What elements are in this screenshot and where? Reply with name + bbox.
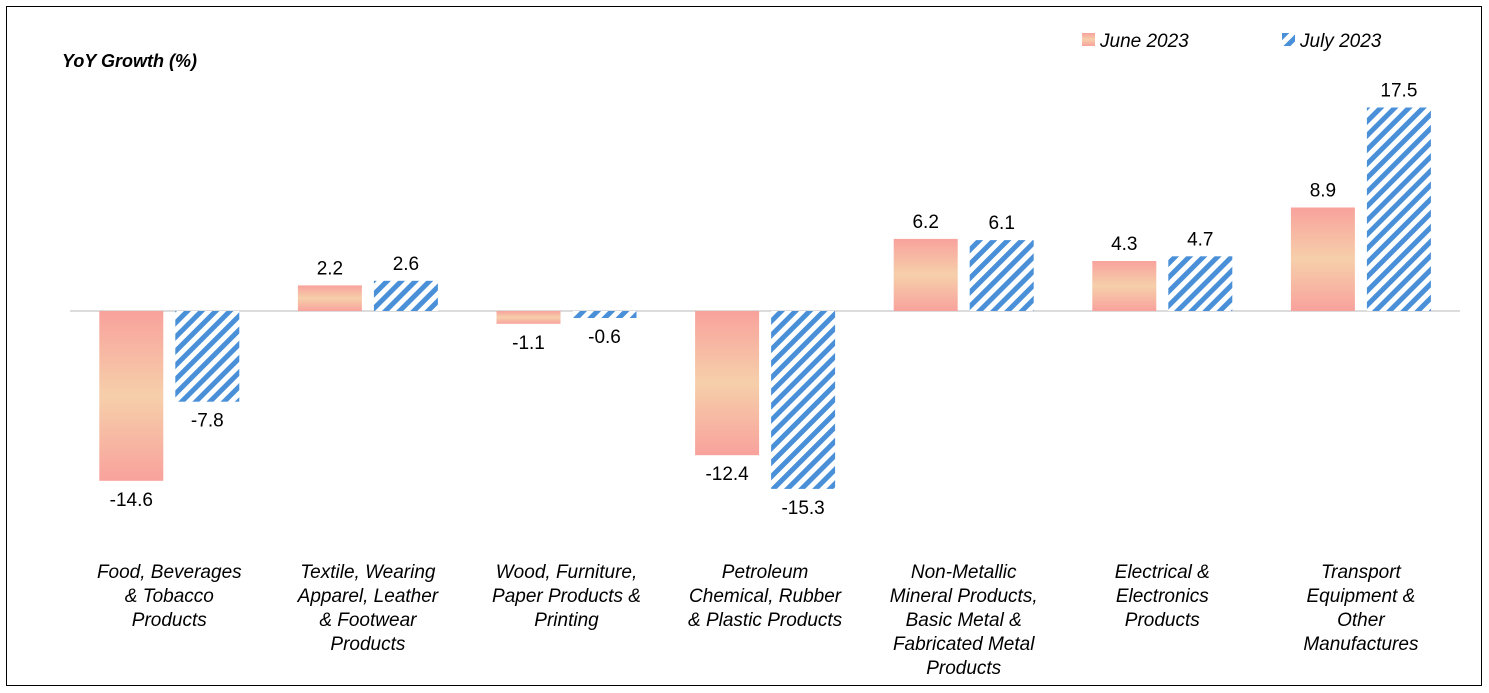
category-label-1-line-0: Textile, Wearing — [300, 562, 436, 583]
value-label-july-5: 4.7 — [1187, 229, 1213, 250]
category-label-4-line-4: Products — [926, 658, 1001, 679]
bar-june-3 — [695, 311, 760, 456]
bar-june-2 — [496, 311, 561, 324]
category-label-5-line-1: Electronics — [1116, 586, 1209, 607]
category-label-3-line-2: & Plastic Products — [688, 610, 843, 631]
category-label-3-line-1: Chemical, Rubber — [689, 586, 842, 607]
category-label-2-line-1: Paper Products & — [492, 586, 641, 607]
legend-swatch-june — [1082, 33, 1095, 46]
value-label-june-1: 2.2 — [317, 258, 343, 279]
category-label-3-line-0: Petroleum — [722, 562, 809, 583]
bar-july-2 — [572, 311, 637, 318]
category-label-4-line-3: Fabricated Metal — [893, 634, 1035, 655]
value-label-june-2: -1.1 — [512, 333, 545, 354]
bars-group — [99, 107, 1431, 489]
bar-july-0 — [175, 311, 240, 402]
category-label-1-line-1: Apparel, Leather — [297, 586, 439, 607]
value-label-june-6: 8.9 — [1310, 181, 1336, 202]
value-labels-group: -14.6 -7.8 2.2 2.6 -1.1 -0.6 -12.4 -15.3 6.2 6.1 4… — [110, 81, 1418, 519]
category-label-0-line-1: & Tobacco — [125, 586, 214, 607]
category-label-5-line-0: Electrical & — [1115, 562, 1210, 583]
category-label-4-line-0: Non-Metallic — [911, 562, 1017, 583]
bar-june-0 — [99, 311, 164, 481]
category-label-6-line-0: Transport — [1321, 562, 1402, 583]
bar-june-1 — [297, 285, 362, 311]
category-label-6-line-1: Equipment & — [1307, 586, 1416, 607]
category-labels-group: Food, Beverages & Tobacco Products Textile,… — [97, 562, 1419, 679]
value-label-july-0: -7.8 — [191, 411, 224, 432]
value-label-july-3: -15.3 — [781, 498, 824, 519]
bar-july-1 — [373, 280, 438, 311]
bar-july-6 — [1366, 107, 1431, 311]
category-label-0-line-0: Food, Beverages — [97, 562, 242, 583]
category-label-4-line-2: Basic Metal & — [906, 610, 1022, 631]
y-axis-label: YoY Growth (%) — [62, 51, 197, 71]
value-label-june-4: 6.2 — [912, 212, 938, 233]
bar-july-4 — [969, 240, 1034, 311]
category-label-5-line-2: Products — [1125, 610, 1200, 631]
category-label-6-line-2: Other — [1337, 610, 1385, 631]
legend-label-july: July 2023 — [1299, 31, 1382, 52]
legend-label-june: June 2023 — [1099, 31, 1189, 52]
value-label-july-1: 2.6 — [393, 254, 419, 275]
category-label-4-line-1: Mineral Products, — [890, 586, 1038, 607]
value-label-july-4: 6.1 — [988, 213, 1014, 234]
value-label-june-0: -14.6 — [110, 490, 153, 511]
legend: June 2023 July 2023 — [1082, 31, 1382, 52]
category-label-0-line-2: Products — [132, 610, 207, 631]
category-label-6-line-3: Manufactures — [1303, 634, 1419, 655]
value-label-july-6: 17.5 — [1380, 81, 1417, 102]
bar-june-4 — [893, 238, 958, 311]
category-label-1-line-3: Products — [330, 634, 405, 655]
category-label-1-line-2: & Footwear — [319, 610, 417, 631]
category-label-2-line-0: Wood, Furniture, — [496, 562, 638, 583]
legend-swatch-july — [1282, 33, 1295, 46]
bar-june-5 — [1092, 261, 1157, 311]
category-label-2-line-2: Printing — [534, 610, 599, 631]
value-label-july-2: -0.6 — [588, 327, 621, 348]
bar-july-5 — [1168, 256, 1233, 311]
bar-june-6 — [1290, 207, 1355, 311]
value-label-june-3: -12.4 — [705, 464, 749, 485]
value-label-june-5: 4.3 — [1111, 234, 1137, 255]
bar-july-3 — [771, 311, 836, 489]
